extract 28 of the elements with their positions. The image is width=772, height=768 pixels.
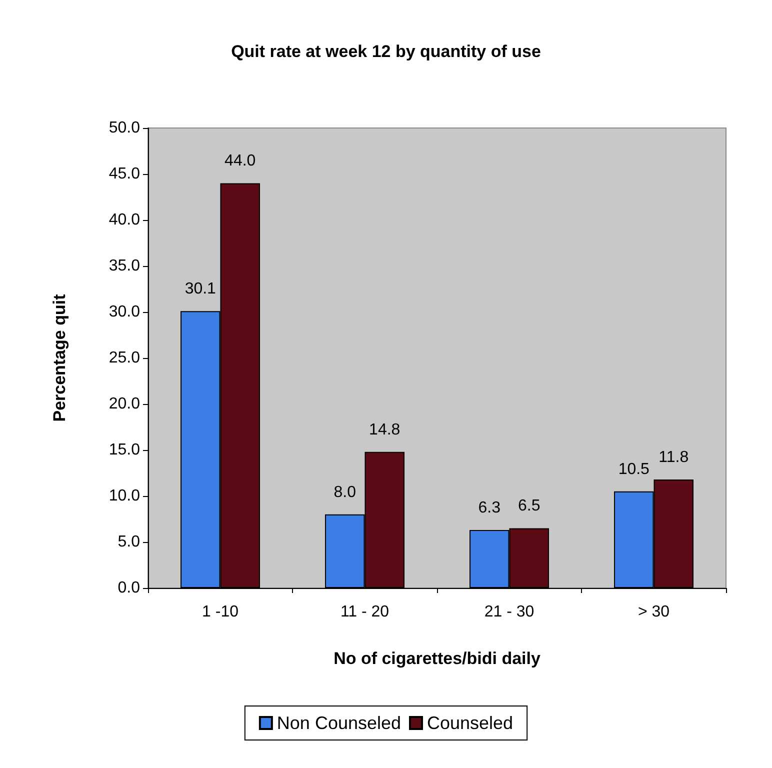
x-axis-title: No of cigarettes/bidi daily xyxy=(334,649,541,668)
y-tick-label: 0.0 xyxy=(118,580,140,596)
y-tick-label: 10.0 xyxy=(108,488,140,504)
y-tick-label: 25.0 xyxy=(108,350,140,366)
data-label: 14.8 xyxy=(369,421,400,438)
y-tick-label: 30.0 xyxy=(108,304,140,320)
x-tick-label: > 30 xyxy=(638,604,670,620)
data-label: 6.3 xyxy=(478,500,501,517)
y-tick-label: 40.0 xyxy=(108,212,140,228)
x-tick-label: 21 - 30 xyxy=(484,604,534,620)
x-tick-label: 11 - 20 xyxy=(340,604,390,620)
y-tick-label: 50.0 xyxy=(108,120,140,136)
legend-label: Non Counseled xyxy=(276,713,402,733)
chart-title: Quit rate at week 12 by quantity of use xyxy=(231,42,541,61)
y-tick-label: 45.0 xyxy=(108,166,140,182)
legend-label: Counseled xyxy=(427,713,514,733)
y-tick-label: 5.0 xyxy=(118,534,140,550)
y-axis-title: Percentage quit xyxy=(50,294,69,422)
data-label: 11.8 xyxy=(658,448,689,466)
data-label: 30.1 xyxy=(184,280,216,298)
y-tick-label: 35.0 xyxy=(108,258,140,274)
x-tick-label: 1 -10 xyxy=(202,604,239,620)
data-label: 10.5 xyxy=(618,460,650,478)
data-label: 6.5 xyxy=(518,498,540,515)
data-label: 44.0 xyxy=(224,152,256,170)
y-tick-label: 20.0 xyxy=(108,396,140,412)
data-label: 8.0 xyxy=(334,484,356,501)
y-tick-label: 15.0 xyxy=(108,442,140,458)
